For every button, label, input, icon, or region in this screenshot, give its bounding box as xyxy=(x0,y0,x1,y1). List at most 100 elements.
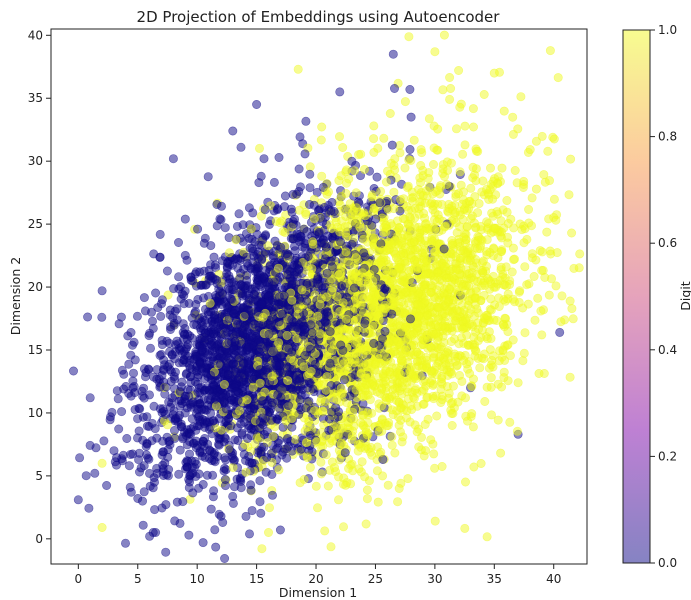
scatter-point xyxy=(320,526,330,536)
scatter-point xyxy=(151,527,161,537)
scatter-point xyxy=(426,435,436,445)
scatter-point xyxy=(544,214,554,224)
scatter-point xyxy=(269,177,279,187)
scatter-point xyxy=(268,281,278,291)
scatter-point xyxy=(534,368,544,378)
scatter-point xyxy=(180,286,190,296)
scatter-point xyxy=(210,525,220,535)
scatter-point xyxy=(243,433,253,443)
scatter-point xyxy=(373,497,383,507)
scatter-point xyxy=(149,249,159,259)
scatter-point xyxy=(336,324,346,334)
scatter-point xyxy=(446,84,456,94)
scatter-point xyxy=(566,154,576,164)
scatter-point xyxy=(174,238,184,248)
scatter-point xyxy=(121,538,131,548)
scatter-point xyxy=(514,297,524,307)
scatter-point xyxy=(481,310,491,320)
scatter-point xyxy=(479,354,489,364)
scatter-point xyxy=(488,194,498,204)
scatter-point xyxy=(553,73,563,83)
scatter-point xyxy=(468,104,478,114)
scatter-point xyxy=(448,249,458,259)
scatter-point xyxy=(394,222,404,232)
scatter-point xyxy=(123,331,133,341)
scatter-point xyxy=(193,379,203,389)
scatter-point xyxy=(472,244,482,254)
scatter-point xyxy=(359,164,369,174)
scatter-point xyxy=(456,180,466,190)
scatter-point xyxy=(220,474,230,484)
scatter-point xyxy=(484,363,494,373)
scatter-point xyxy=(231,235,241,245)
scatter-point xyxy=(520,262,530,272)
scatter-point xyxy=(475,363,485,373)
scatter-point xyxy=(156,349,166,359)
scatter-point xyxy=(460,477,470,487)
scatter-point xyxy=(367,450,377,460)
plot-area xyxy=(50,28,588,565)
scatter-point xyxy=(150,424,160,434)
scatter-point xyxy=(219,379,229,389)
scatter-point xyxy=(319,202,329,212)
scatter-point xyxy=(248,208,258,218)
scatter-point xyxy=(175,445,185,455)
scatter-point xyxy=(524,205,534,215)
scatter-point xyxy=(235,303,245,313)
scatter-point xyxy=(223,302,233,312)
scatter-point xyxy=(117,407,127,417)
scatter-point xyxy=(537,247,547,257)
scatter-point xyxy=(236,142,246,152)
scatter-point xyxy=(403,474,413,484)
scatter-point xyxy=(75,453,85,463)
scatter-point xyxy=(139,487,149,497)
scatter-point xyxy=(221,455,231,465)
scatter-point xyxy=(450,209,460,219)
scatter-point xyxy=(255,143,265,153)
scatter-point xyxy=(525,145,535,155)
scatter-point xyxy=(143,453,153,463)
scatter-point xyxy=(436,384,446,394)
scatter-point xyxy=(468,162,478,172)
scatter-point xyxy=(512,426,522,436)
scatter-point xyxy=(385,109,395,119)
scatter-point xyxy=(257,255,267,265)
scatter-point xyxy=(372,172,382,182)
scatter-point xyxy=(288,219,298,229)
scatter-point xyxy=(333,495,343,505)
scatter-point xyxy=(421,446,431,456)
scatter-point xyxy=(228,462,238,472)
scatter-point xyxy=(439,244,449,254)
scatter-point xyxy=(460,121,470,131)
scatter-point xyxy=(163,420,173,430)
scatter-point xyxy=(335,87,345,97)
scatter-point xyxy=(290,434,300,444)
scatter-point xyxy=(455,246,465,256)
scatter-point xyxy=(267,469,277,479)
scatter-point xyxy=(340,448,350,458)
scatter-point xyxy=(486,373,496,383)
scatter-point xyxy=(147,307,157,317)
scatter-point xyxy=(326,542,336,552)
scatter-point xyxy=(437,374,447,384)
scatter-point xyxy=(134,403,144,413)
scatter-point xyxy=(387,440,397,450)
scatter-point xyxy=(383,166,393,176)
scatter-point xyxy=(121,381,131,391)
scatter-point xyxy=(526,221,536,231)
scatter-point xyxy=(527,253,537,263)
scatter-point xyxy=(312,437,322,447)
scatter-point xyxy=(241,511,251,521)
scatter-point xyxy=(255,476,265,486)
scatter-point xyxy=(272,205,282,215)
scatter-point xyxy=(530,315,540,325)
scatter-point xyxy=(81,471,91,481)
scatter-point xyxy=(484,327,494,337)
scatter-point xyxy=(442,157,452,167)
scatter-point xyxy=(389,187,399,197)
scatter-point xyxy=(555,327,565,337)
scatter-point xyxy=(416,432,426,442)
scatter-point xyxy=(531,184,541,194)
scatter-point xyxy=(260,205,270,215)
